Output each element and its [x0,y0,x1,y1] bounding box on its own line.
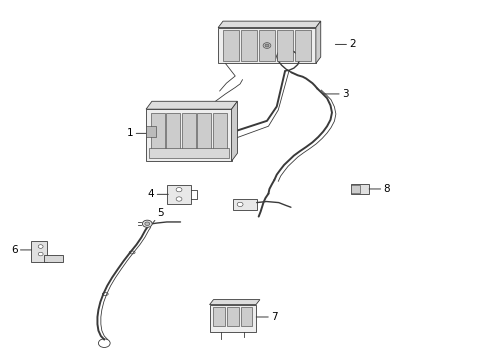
Circle shape [38,245,43,248]
Bar [167,185,191,204]
Text: 7: 7 [256,312,278,322]
Circle shape [145,222,150,226]
Bar [182,113,196,150]
Polygon shape [218,21,321,28]
Bar [197,113,211,150]
Bar [241,307,252,326]
Circle shape [143,220,152,227]
Bar [218,28,316,63]
Bar [277,31,293,60]
Circle shape [265,44,269,47]
Text: 5: 5 [152,208,164,224]
Bar [259,31,275,60]
Bar [233,199,257,210]
Bar [241,31,257,60]
Bar [146,109,232,161]
Polygon shape [210,300,260,305]
Bar [45,255,63,262]
Polygon shape [232,101,238,161]
Bar [210,305,256,332]
Bar [214,307,225,326]
Bar [213,113,227,150]
Bar [166,113,180,150]
Text: 6: 6 [11,245,31,255]
Bar [31,241,47,262]
Bar [350,184,369,194]
Polygon shape [316,21,321,63]
Bar [149,148,229,158]
Circle shape [176,188,182,192]
Polygon shape [146,101,238,109]
Text: 8: 8 [369,184,390,194]
Text: 1: 1 [127,129,147,138]
Circle shape [176,197,182,201]
Bar [151,113,165,150]
Text: 4: 4 [148,189,168,199]
Bar [350,185,360,193]
Text: 3: 3 [323,89,348,99]
Circle shape [237,202,243,207]
Bar [223,31,239,60]
Circle shape [38,252,43,256]
Bar [146,126,156,137]
Text: 2: 2 [335,40,356,49]
Bar [295,31,311,60]
Bar [227,307,239,326]
Circle shape [263,42,271,48]
